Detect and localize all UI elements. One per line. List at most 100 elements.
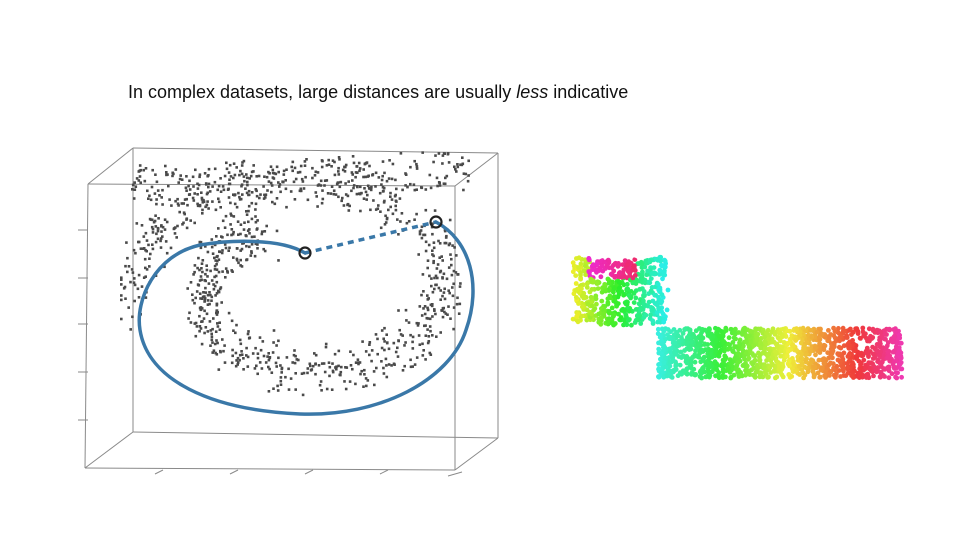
data-point [363, 373, 366, 376]
manifold-dot [576, 301, 581, 306]
data-point [229, 212, 233, 216]
data-point [325, 179, 329, 182]
strip-dot [762, 334, 767, 340]
manifold-dot [633, 307, 639, 312]
strip-dot [789, 374, 795, 379]
data-point [222, 188, 226, 192]
strip-dot [740, 362, 746, 368]
data-point [170, 204, 173, 207]
data-point [201, 208, 204, 212]
data-point [238, 195, 241, 199]
data-point [256, 243, 259, 246]
manifold-dot [604, 263, 610, 269]
strip-dot [760, 350, 766, 356]
data-point [169, 246, 173, 250]
manifold-dot [625, 268, 631, 274]
data-point [272, 177, 276, 180]
strip-dot [702, 342, 707, 347]
manifold-dot [654, 256, 659, 262]
data-point [397, 339, 400, 342]
data-point [279, 379, 283, 383]
data-point [140, 224, 144, 227]
data-point [210, 338, 214, 342]
data-point [361, 340, 364, 343]
strip-dot [802, 372, 808, 378]
manifold-dot [602, 260, 607, 265]
data-point [215, 263, 218, 266]
data-point [201, 297, 204, 300]
manifold-dot [609, 320, 615, 326]
data-point [427, 340, 431, 343]
data-point [360, 369, 363, 373]
data-point [302, 187, 306, 190]
strip-dot [845, 365, 851, 370]
data-point [444, 312, 448, 315]
title-text-end: indicative [548, 82, 629, 102]
data-point [142, 276, 146, 279]
manifold-dot [594, 301, 599, 307]
strip-dot [804, 340, 810, 345]
data-point [216, 341, 219, 345]
strip-dot [897, 335, 903, 341]
data-point [429, 186, 433, 190]
data-point [191, 298, 195, 302]
data-point [270, 190, 273, 194]
data-point [284, 179, 287, 182]
data-point [453, 246, 456, 249]
manifold-dot [621, 267, 627, 273]
data-point [439, 331, 442, 334]
data-point [253, 235, 256, 238]
data-point [120, 294, 123, 297]
data-point [153, 192, 157, 195]
manifold-dot [603, 288, 608, 294]
data-point [180, 178, 184, 181]
data-point [258, 336, 262, 339]
strip-dot [817, 334, 822, 340]
strip-dot [674, 343, 680, 349]
data-point [332, 189, 336, 192]
data-point [151, 243, 154, 246]
data-point [253, 367, 257, 370]
data-point [161, 188, 164, 192]
data-point [338, 373, 342, 377]
data-point [364, 190, 368, 194]
strip-dot [669, 375, 675, 380]
data-point [422, 233, 425, 237]
data-point [387, 177, 391, 180]
data-point [236, 247, 239, 250]
data-point [432, 241, 436, 244]
manifold-dot [641, 289, 647, 294]
data-point [154, 225, 158, 228]
data-point [231, 348, 234, 352]
data-point [460, 163, 464, 167]
manifold-dot [595, 286, 601, 291]
strip-dot [675, 333, 681, 339]
manifold-dot [594, 281, 600, 286]
strip-dot [672, 368, 677, 373]
data-point [202, 317, 206, 320]
data-point [450, 257, 453, 261]
strip-dot [823, 369, 828, 374]
data-point [217, 290, 221, 294]
data-point [131, 188, 134, 191]
data-point [380, 183, 383, 186]
strip-dot [762, 346, 768, 351]
data-point [223, 344, 226, 347]
data-point [203, 309, 206, 313]
strip-dot [799, 355, 804, 361]
data-point [160, 196, 163, 199]
data-point [394, 204, 397, 208]
manifold-dot [625, 262, 630, 268]
manifold-dot [646, 279, 652, 285]
strip-dot [878, 371, 884, 376]
strip-dot [717, 350, 723, 356]
data-point [422, 290, 425, 293]
data-point [155, 198, 158, 201]
manifold-dot [573, 273, 579, 278]
data-point [371, 173, 375, 176]
data-point [215, 313, 219, 316]
data-point [252, 170, 255, 173]
data-point [294, 388, 297, 391]
data-point [191, 293, 194, 296]
strip-dot [707, 351, 713, 357]
